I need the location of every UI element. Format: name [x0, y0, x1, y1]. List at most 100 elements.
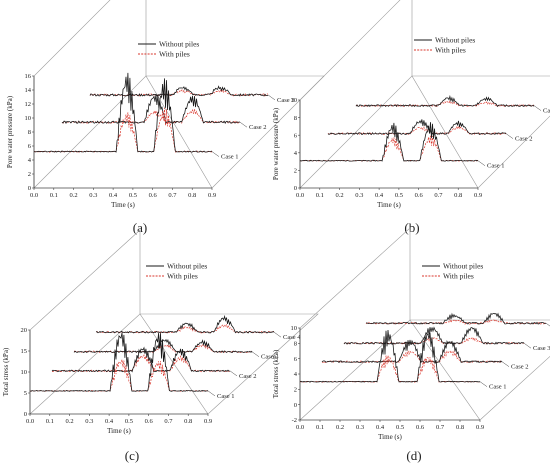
- case-label: Case 1: [489, 384, 507, 391]
- legend-without-label: Without piles: [435, 36, 475, 45]
- x-tick-label: 0.1: [50, 192, 58, 199]
- series-without-piles: [95, 314, 275, 334]
- x-tick-label: 0.2: [336, 424, 344, 431]
- x-tick-label: 0.4: [109, 192, 118, 199]
- case-leader: [251, 351, 260, 357]
- y-tick-label: 15: [21, 348, 28, 355]
- frame-floor-plane: [145, 75, 325, 189]
- x-tick-label: 0.4: [376, 424, 385, 431]
- series-without-piles: [321, 339, 503, 364]
- y-tick-label: 8: [28, 129, 31, 136]
- y-tick-label: 20: [21, 327, 28, 334]
- case-leader: [479, 381, 488, 387]
- panel-label: (d): [406, 448, 421, 463]
- series-with-piles: [321, 350, 503, 364]
- series-without-piles: [89, 85, 269, 97]
- y-tick-label: 12: [25, 101, 32, 108]
- x-tick-label: 0.9: [476, 424, 484, 431]
- case-leader: [505, 133, 514, 139]
- x-tick-label: 0.3: [356, 424, 364, 431]
- x-tick-label: 0.7: [164, 418, 173, 425]
- case-leader: [211, 151, 220, 157]
- panel-label: (a): [133, 220, 147, 235]
- case-leader: [229, 370, 238, 377]
- case-leader: [533, 105, 542, 111]
- series-with-piles: [95, 323, 275, 334]
- x-tick-label: 0.5: [125, 418, 133, 425]
- case-leader: [501, 361, 510, 367]
- legend-with-label: With piles: [435, 46, 466, 55]
- series-with-piles: [30, 359, 209, 392]
- x-tick-label: 0.4: [105, 418, 114, 425]
- x-tick-label: 0.8: [454, 192, 462, 199]
- series-without-piles: [51, 346, 231, 373]
- y-tick-label: 14: [25, 87, 32, 94]
- y-tick-label: 0: [28, 185, 31, 192]
- x-tick-label: 0.9: [474, 192, 482, 199]
- case-label: Case 3: [277, 97, 295, 104]
- frame-side-plane: [29, 229, 141, 415]
- x-tick-label: 0.0: [296, 192, 304, 199]
- y-tick-label: 10: [21, 369, 28, 376]
- y-tick-label: 0: [24, 411, 27, 418]
- series-without-piles: [355, 94, 535, 108]
- x-tick-label: 0.8: [184, 418, 192, 425]
- case-label: Case 2: [239, 373, 257, 380]
- series-without-piles: [327, 119, 507, 135]
- x-tick-label: 0.0: [26, 418, 34, 425]
- panel-label: (b): [404, 220, 419, 235]
- case-label: Case 1: [217, 393, 235, 400]
- case-label: Case 4: [283, 334, 301, 341]
- panel-label: (c): [125, 448, 139, 463]
- y-tick-label: 6: [294, 132, 298, 139]
- legend-with-label: With piles: [443, 272, 474, 281]
- y-axis-label: Total stress (kPa): [2, 347, 10, 396]
- x-tick-label: 0.9: [204, 418, 212, 425]
- case-leader: [273, 331, 282, 338]
- frame-floor-plane: [411, 75, 550, 189]
- y-tick-label: 10: [25, 115, 32, 122]
- x-tick-label: 0.3: [85, 418, 93, 425]
- y-tick-label: 2: [28, 171, 31, 178]
- x-tick-label: 0.2: [335, 192, 343, 199]
- x-tick-label: 0.3: [89, 192, 97, 199]
- x-tick-label: 0.8: [188, 192, 196, 199]
- series-without-piles: [29, 332, 209, 392]
- series-with-piles: [327, 125, 507, 135]
- y-tick-label: 4: [294, 150, 298, 157]
- chart-panel: 0 2 4 6 8 10 12 14 16 Pore water pressure (kPa) 0.…: [6, 0, 325, 235]
- frame-side-plane: [299, 0, 413, 189]
- x-tick-label: 0.6: [145, 418, 154, 425]
- legend-with-label: With piles: [167, 272, 198, 281]
- y-axis-label: Total stress (kPa): [272, 349, 280, 398]
- case-leader: [523, 342, 532, 349]
- y-tick-label: 5: [24, 390, 27, 397]
- y-axis-label: Pore water pressure (kPa): [272, 107, 280, 180]
- y-tick-label: 16: [25, 73, 32, 80]
- chart-panel: 0 2 4 6 8 10 Pore water pressure (kPa) 0.0 0.1 0.…: [272, 0, 550, 235]
- x-tick-label: 0.3: [355, 192, 363, 199]
- y-tick-label: 2: [294, 168, 297, 175]
- x-tick-label: 0.8: [456, 424, 464, 431]
- x-tick-label: 0.1: [316, 192, 324, 199]
- x-tick-label: 0.6: [149, 192, 158, 199]
- series-with-piles: [299, 135, 479, 162]
- case-leader: [477, 160, 486, 166]
- y-tick-label: 4: [28, 157, 32, 164]
- series-without-piles: [33, 72, 213, 153]
- x-tick-label: 0.7: [168, 192, 177, 199]
- x-tick-label: 0.4: [375, 192, 384, 199]
- y-tick-label: 8: [294, 115, 297, 122]
- series-without-piles: [299, 122, 479, 162]
- case-label: Case 2: [511, 364, 529, 371]
- x-axis-label: Time (s): [111, 201, 135, 209]
- x-tick-label: 0.1: [316, 424, 324, 431]
- case-leader: [239, 121, 248, 128]
- case-label: Case 3: [543, 108, 550, 115]
- case-label: Case 1: [487, 163, 505, 170]
- chart-panel: -2 0 2 4 6 8 10 Total stress (kPa) 0.0 0.1 0.2 0.3 0…: [272, 227, 550, 463]
- y-axis-label: Pore water pressure (kPa): [6, 95, 14, 168]
- y-tick-label: -2: [292, 417, 297, 424]
